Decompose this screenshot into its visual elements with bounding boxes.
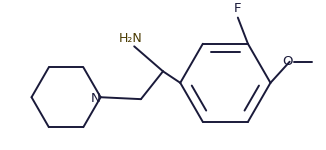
Text: F: F — [234, 2, 242, 15]
Text: O: O — [283, 55, 293, 68]
Text: N: N — [91, 92, 101, 105]
Text: H₂N: H₂N — [118, 32, 142, 45]
